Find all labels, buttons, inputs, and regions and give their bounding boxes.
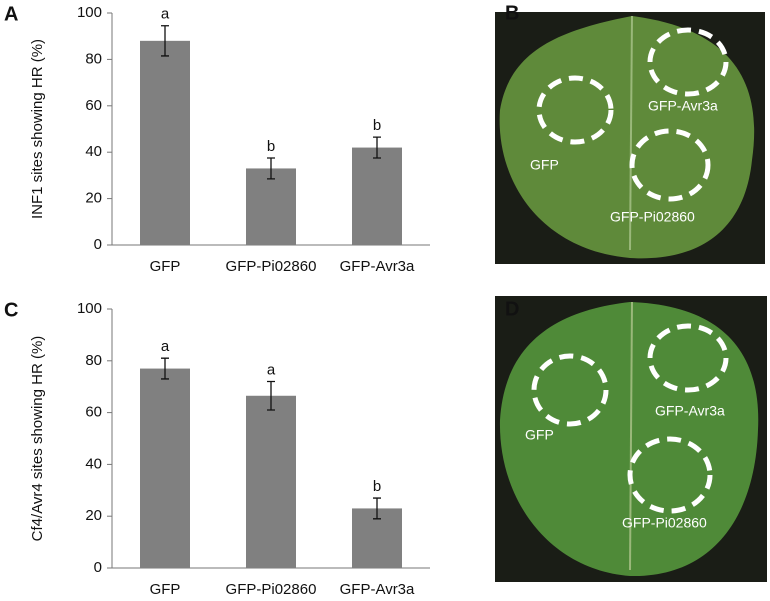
value-label: a bbox=[161, 338, 170, 355]
photo-label: GFP bbox=[525, 427, 554, 443]
bar bbox=[246, 395, 296, 568]
y-axis-label: INF1 sites showing HR (%) bbox=[29, 39, 46, 219]
photo-b bbox=[495, 12, 765, 264]
error-bar bbox=[267, 157, 275, 180]
value-label: b bbox=[373, 117, 381, 134]
y-tick-label: 0 bbox=[94, 559, 102, 576]
y-tick-label: 80 bbox=[85, 50, 102, 67]
y-tick-label: 100 bbox=[77, 4, 102, 21]
error-bar bbox=[267, 380, 275, 411]
y-axis-label: Cf4/Avr4 sites showing HR (%) bbox=[29, 336, 46, 542]
y-tick-label: 20 bbox=[85, 507, 102, 524]
x-tick-label: GFP bbox=[150, 258, 181, 275]
value-label: a bbox=[161, 6, 170, 23]
panel-label: B bbox=[505, 2, 519, 24]
error-bar bbox=[373, 136, 381, 159]
x-tick-label: GFP bbox=[150, 581, 181, 596]
y-tick-label: 0 bbox=[94, 236, 102, 253]
error-bar bbox=[373, 497, 381, 520]
value-label: a bbox=[267, 361, 276, 378]
photo-label: GFP-Avr3a bbox=[648, 98, 718, 114]
value-label: b bbox=[267, 138, 275, 155]
y-tick-label: 100 bbox=[77, 300, 102, 317]
bar bbox=[140, 368, 190, 568]
error-bar bbox=[161, 25, 169, 57]
y-tick-label: 40 bbox=[85, 143, 102, 160]
value-label: b bbox=[373, 478, 381, 495]
y-tick-label: 60 bbox=[85, 404, 102, 421]
x-tick-label: GFP-Avr3a bbox=[340, 581, 415, 596]
panel-label: D bbox=[505, 298, 519, 320]
panel-label: C bbox=[4, 299, 18, 321]
photo-d bbox=[495, 296, 767, 582]
error-bar bbox=[161, 357, 169, 380]
bar bbox=[246, 168, 296, 245]
y-tick-label: 20 bbox=[85, 190, 102, 207]
x-tick-label: GFP-Pi02860 bbox=[226, 581, 317, 596]
x-tick-label: GFP-Avr3a bbox=[340, 258, 415, 275]
panel-label: A bbox=[4, 3, 18, 25]
bar bbox=[140, 40, 190, 246]
y-tick-label: 60 bbox=[85, 97, 102, 114]
photo-label: GFP-Avr3a bbox=[655, 403, 725, 419]
y-tick-label: 80 bbox=[85, 352, 102, 369]
photo-label: GFP-Pi02860 bbox=[610, 209, 695, 225]
photo-label: GFP-Pi02860 bbox=[622, 515, 707, 531]
photo-label: GFP bbox=[530, 157, 559, 173]
y-tick-label: 40 bbox=[85, 455, 102, 472]
bar bbox=[352, 147, 402, 245]
x-tick-label: GFP-Pi02860 bbox=[226, 258, 317, 275]
